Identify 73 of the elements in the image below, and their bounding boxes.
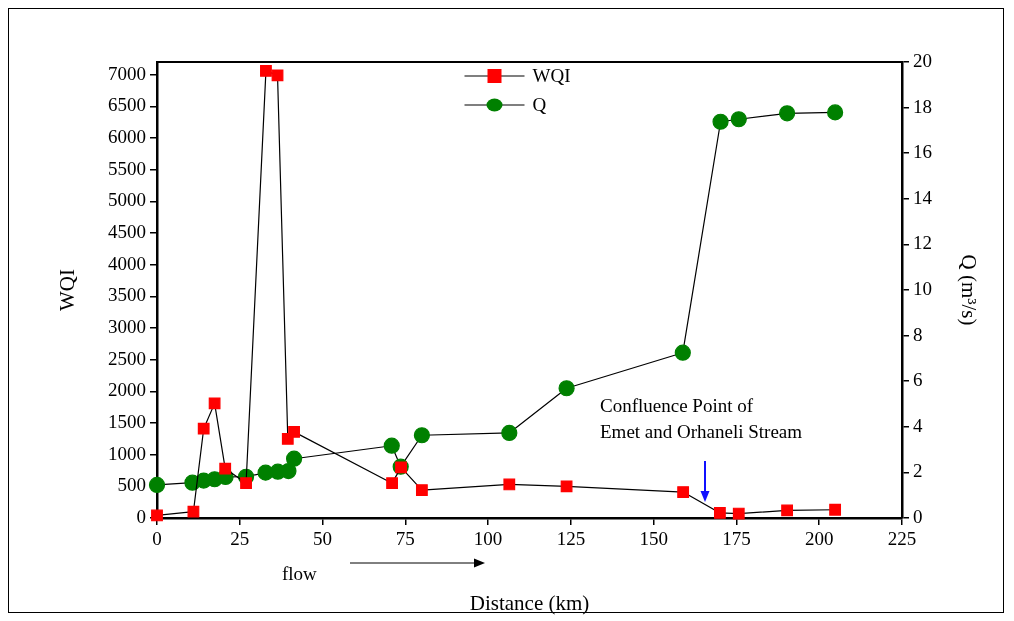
point — [560, 480, 573, 493]
point — [383, 437, 400, 454]
y2-tick-label: 4 — [913, 414, 923, 436]
point — [240, 477, 252, 490]
point — [730, 111, 747, 128]
y-tick-label: 7000 — [108, 62, 146, 84]
point — [713, 507, 726, 519]
y-tick-label: 3000 — [108, 315, 146, 337]
y-tick-label: 1000 — [108, 442, 146, 464]
y2-tick-label: 10 — [913, 277, 932, 299]
x-tick-label: 125 — [556, 528, 586, 550]
y2-axis-title: Q (m³/s) — [956, 254, 981, 326]
y2-tick-label: 2 — [913, 460, 923, 482]
point — [208, 397, 221, 410]
x-tick-label: 200 — [804, 528, 834, 550]
y2-tick-label: 18 — [913, 95, 932, 117]
y-tick-label: 5000 — [108, 189, 146, 211]
point — [219, 462, 232, 475]
point — [503, 478, 516, 491]
point — [271, 69, 284, 82]
point — [779, 105, 796, 122]
x-tick-label: 100 — [473, 528, 503, 550]
y-axis-title: WQI — [55, 269, 80, 311]
point — [674, 344, 691, 361]
point — [148, 476, 166, 494]
point — [285, 450, 303, 467]
x-axis-title: Distance (km) — [469, 590, 590, 615]
point — [677, 486, 690, 498]
y2-tick-label: 14 — [913, 186, 933, 208]
y-tick-label: 2500 — [108, 347, 146, 369]
point — [197, 422, 210, 435]
point — [151, 509, 163, 522]
point — [781, 504, 794, 517]
y-tick-label: 4000 — [108, 252, 146, 274]
point — [415, 484, 428, 497]
x-tick-label: 50 — [313, 528, 333, 550]
x-tick-label: 225 — [887, 528, 917, 550]
point — [187, 505, 200, 518]
point — [288, 425, 300, 438]
y2-tick-label: 6 — [913, 369, 923, 391]
annotation: Confluence Point of Emet and Orhaneli Stream — [600, 394, 803, 444]
point — [712, 113, 729, 130]
point — [558, 380, 575, 397]
y-tick-label: 0 — [136, 505, 146, 527]
y-tick-label: 500 — [117, 474, 146, 496]
y-tick-label: 4500 — [108, 220, 146, 242]
y2-tick-label: 20 — [913, 49, 932, 71]
text: flow — [282, 562, 317, 586]
y2-tick-label: 12 — [913, 232, 932, 254]
point — [827, 104, 844, 121]
point — [280, 462, 297, 480]
y-tick-label: 6500 — [108, 94, 146, 116]
y-tick-label: 6000 — [108, 125, 146, 147]
point — [260, 64, 272, 77]
y-tick-label: 5500 — [108, 157, 146, 179]
y2-tick-label: 16 — [913, 141, 932, 163]
y-tick-label: 1500 — [108, 410, 146, 432]
legend-label: Q — [532, 93, 547, 115]
x-tick-label: 75 — [395, 528, 415, 550]
x-tick-label: 175 — [722, 528, 751, 550]
y-tick-label: 3500 — [108, 284, 146, 306]
point — [413, 427, 430, 444]
x-tick-label: 150 — [639, 528, 668, 550]
point — [501, 424, 518, 442]
y2-tick-label: 0 — [913, 505, 923, 527]
y-tick-label: 2000 — [108, 379, 146, 401]
point — [829, 503, 842, 516]
point — [732, 507, 745, 520]
x-tick-label: 25 — [230, 528, 250, 550]
y2-tick-label: 8 — [913, 323, 923, 345]
legend-label: WQI — [532, 64, 571, 86]
x-tick-label: 0 — [152, 528, 162, 550]
point — [386, 477, 398, 490]
